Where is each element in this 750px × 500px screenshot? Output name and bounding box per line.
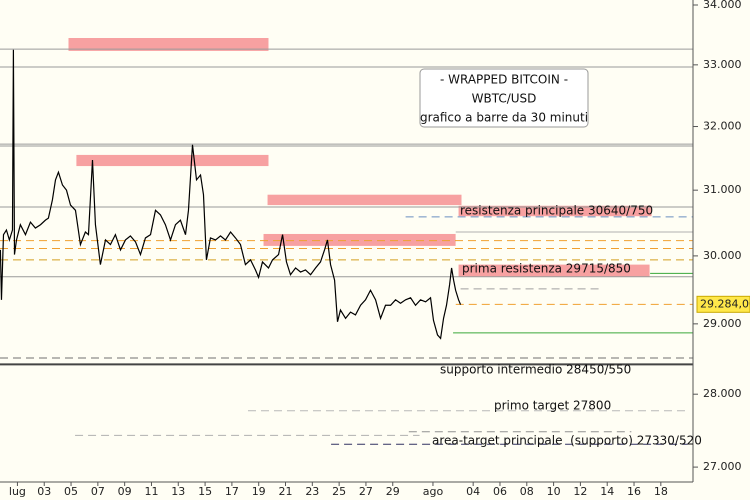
- x-tick-label: 17: [225, 485, 239, 498]
- x-tick-label: ago: [423, 485, 444, 498]
- last-price-label: 29.284,06: [700, 297, 750, 310]
- y-tick-label: 29.000: [703, 317, 742, 330]
- x-tick-label: 07: [91, 485, 105, 498]
- y-tick-label: 27.000: [703, 460, 742, 473]
- x-tick-label: 25: [332, 485, 346, 498]
- resistance-zone: [267, 194, 462, 206]
- x-tick-label: 13: [171, 485, 185, 498]
- y-tick-label: 33.000: [703, 58, 742, 71]
- x-tick-label: 12: [573, 485, 587, 498]
- x-tick-label: 29: [386, 485, 400, 498]
- plot-area: [0, 37, 693, 445]
- x-tick-label: 18: [654, 485, 668, 498]
- resistance-zone: [263, 233, 456, 246]
- chart-title: - WRAPPED BITCOIN -: [440, 73, 568, 87]
- annotation: primo target 27800: [494, 399, 611, 413]
- title-box: [419, 68, 589, 128]
- y-tick-label: 32.000: [703, 120, 742, 133]
- x-tick-label: 08: [520, 485, 534, 498]
- resistance-zone: [458, 205, 652, 217]
- last-price-tag: [696, 295, 750, 313]
- x-tick-label: 16: [627, 485, 641, 498]
- price-line: [0, 49, 462, 340]
- resistance-zone: [458, 264, 650, 277]
- x-tick-label: 10: [547, 485, 561, 498]
- chart-subtitle: WBTC/USD: [472, 92, 537, 106]
- x-tick-label: 15: [198, 485, 212, 498]
- x-tick-label: 19: [252, 485, 266, 498]
- x-tick-label: 27: [359, 485, 373, 498]
- x-tick-label: 03: [37, 485, 51, 498]
- x-tick-label: 23: [305, 485, 319, 498]
- x-tick-label: 09: [118, 485, 132, 498]
- resistance-zone: [76, 154, 269, 167]
- annotation: resistenza principale 30640/750: [460, 204, 653, 218]
- annotation: prima resistenza 29715/850: [462, 262, 631, 276]
- annotation: supporto intermedio 28450/550: [440, 363, 631, 377]
- annotation: area-target principale (supporto) 27330/…: [432, 434, 702, 448]
- x-tick-label: 06: [493, 485, 507, 498]
- x-tick-label: 04: [466, 485, 480, 498]
- resistance-zone: [68, 37, 269, 51]
- x-tick-label: 14: [600, 485, 614, 498]
- y-tick-label: 28.000: [703, 387, 742, 400]
- x-tick-label: 21: [279, 485, 293, 498]
- x-tick-label: lug: [9, 485, 26, 498]
- y-tick-label: 31.000: [703, 183, 742, 196]
- x-tick-label: 05: [64, 485, 78, 498]
- y-tick-label: 34.000: [703, 0, 742, 11]
- y-tick-label: 30.000: [703, 249, 742, 262]
- x-tick-label: 11: [144, 485, 158, 498]
- chart-caption: grafico a barre da 30 minuti: [420, 111, 588, 125]
